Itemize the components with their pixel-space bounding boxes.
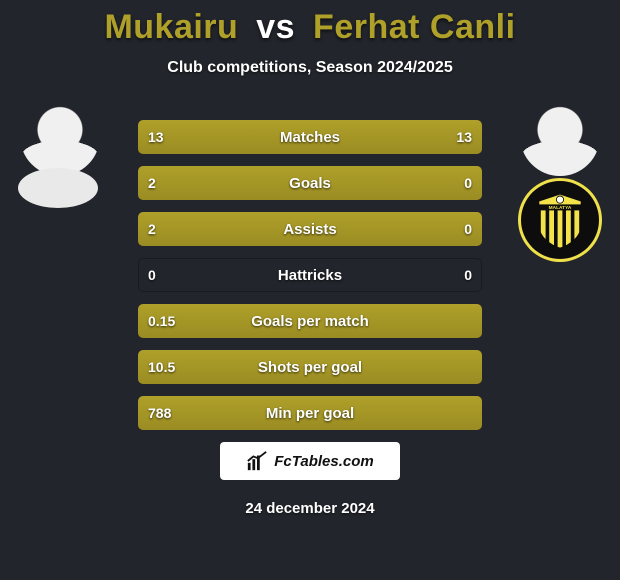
player2-name: Ferhat Canli <box>313 8 515 46</box>
stat-label: Goals per match <box>138 304 482 338</box>
stat-row: Matches13 13 <box>138 120 482 154</box>
stat-value-left: 2 <box>138 212 166 246</box>
stat-label: Assists <box>138 212 482 246</box>
club-badge-icon: MALATYA <box>530 190 590 250</box>
stat-label: Shots per goal <box>138 350 482 384</box>
avatar-placeholder-icon <box>520 96 600 176</box>
comparison-title: Mukairu vs Ferhat Canli <box>0 0 620 47</box>
title-vs: vs <box>256 8 295 46</box>
player2-club-badge: MALATYA <box>518 178 602 262</box>
stat-value-right <box>462 396 482 430</box>
stat-row: Hattricks0 0 <box>138 258 482 292</box>
stat-value-right: 0 <box>454 258 482 292</box>
stat-row: Goals per match0.15 <box>138 304 482 338</box>
date-text: 24 december 2024 <box>0 500 620 517</box>
stat-value-left: 788 <box>138 396 181 430</box>
stat-value-left: 0 <box>138 258 166 292</box>
stat-value-left: 2 <box>138 166 166 200</box>
club-badge-text: MALATYA <box>549 205 572 211</box>
avatar-placeholder-icon <box>20 96 100 176</box>
player1-name: Mukairu <box>104 8 238 46</box>
subtitle: Club competitions, Season 2024/2025 <box>0 59 620 77</box>
stat-value-right: 0 <box>454 212 482 246</box>
stat-label: Hattricks <box>138 258 482 292</box>
stat-value-left: 0.15 <box>138 304 185 338</box>
stat-value-left: 10.5 <box>138 350 185 384</box>
watermark: FcTables.com <box>220 442 400 480</box>
stat-value-left: 13 <box>138 120 174 154</box>
player2-avatar <box>520 96 600 176</box>
stat-value-right: 13 <box>446 120 482 154</box>
stat-row: Min per goal788 <box>138 396 482 430</box>
stat-row: Shots per goal10.5 <box>138 350 482 384</box>
stat-label: Matches <box>138 120 482 154</box>
stat-label: Goals <box>138 166 482 200</box>
player1-club-placeholder <box>18 168 98 208</box>
stat-bars: Matches1313Goals20Assists20Hattricks00Go… <box>138 120 482 442</box>
player1-avatar <box>20 96 100 176</box>
stat-label: Min per goal <box>138 396 482 430</box>
stat-row: Goals2 0 <box>138 166 482 200</box>
stat-value-right: 0 <box>454 166 482 200</box>
stat-value-right <box>462 304 482 338</box>
watermark-text: FcTables.com <box>274 453 373 470</box>
stat-row: Assists2 0 <box>138 212 482 246</box>
stat-value-right <box>462 350 482 384</box>
chart-icon <box>246 450 268 472</box>
